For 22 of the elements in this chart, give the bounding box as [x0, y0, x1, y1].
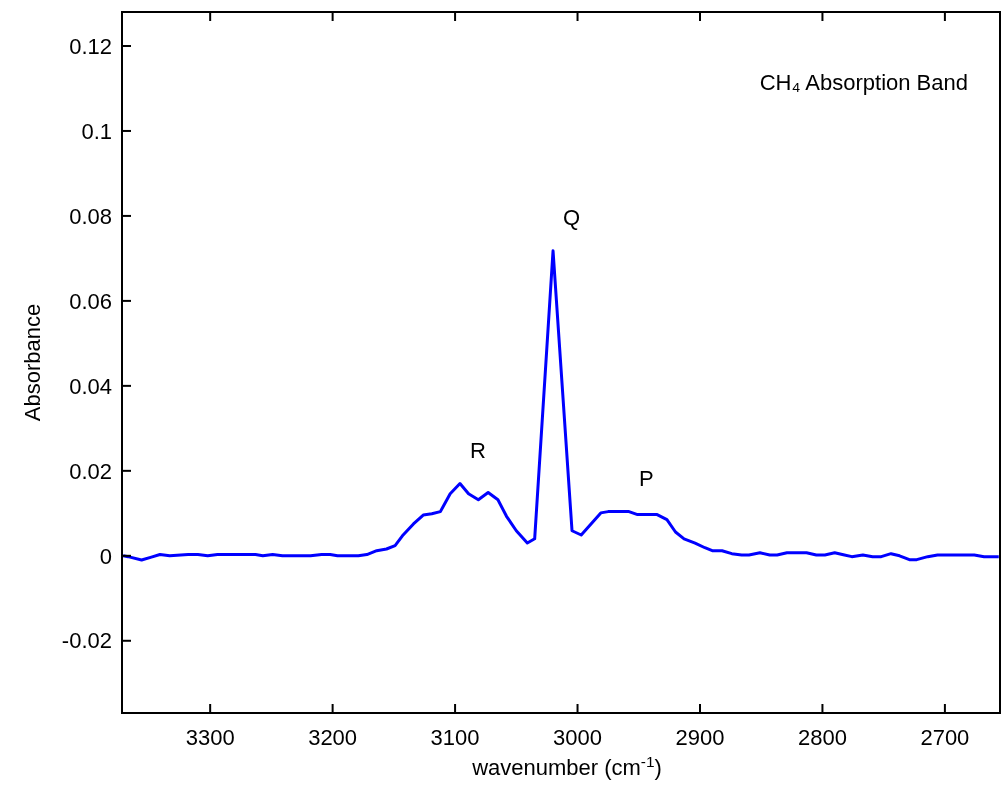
x-tick-label: 3000 [553, 725, 603, 750]
y-tick-label: 0.12 [69, 33, 112, 59]
y-tick-label: 0 [99, 543, 112, 569]
y-tick-label: -0.02 [61, 628, 112, 654]
annotation: Q [563, 204, 581, 230]
x-tick-label: 3300 [185, 725, 235, 750]
x-tick-label: 2800 [797, 725, 847, 750]
y-tick-label: 0.02 [69, 458, 112, 484]
y-axis-title: Absorbance [20, 303, 45, 422]
x-tick-label: 3100 [430, 725, 480, 750]
line-series [122, 249, 1000, 562]
x-tick-label: 3200 [308, 725, 358, 750]
y-tick-label: 0.08 [69, 203, 112, 229]
y-tick-label: 0.04 [69, 373, 112, 399]
text: CH₄ Absorption Band [759, 70, 968, 95]
x-axis-title: wavenumber (cm$^{-1}$) [471, 752, 662, 780]
y-tick-label: 0.1 [81, 118, 112, 144]
annotation: R [469, 437, 486, 463]
x-tick-label: 2700 [920, 725, 970, 750]
annotation: P [638, 465, 654, 491]
x-tick-label: 2900 [675, 725, 725, 750]
y-tick-label: 0.06 [69, 288, 112, 314]
